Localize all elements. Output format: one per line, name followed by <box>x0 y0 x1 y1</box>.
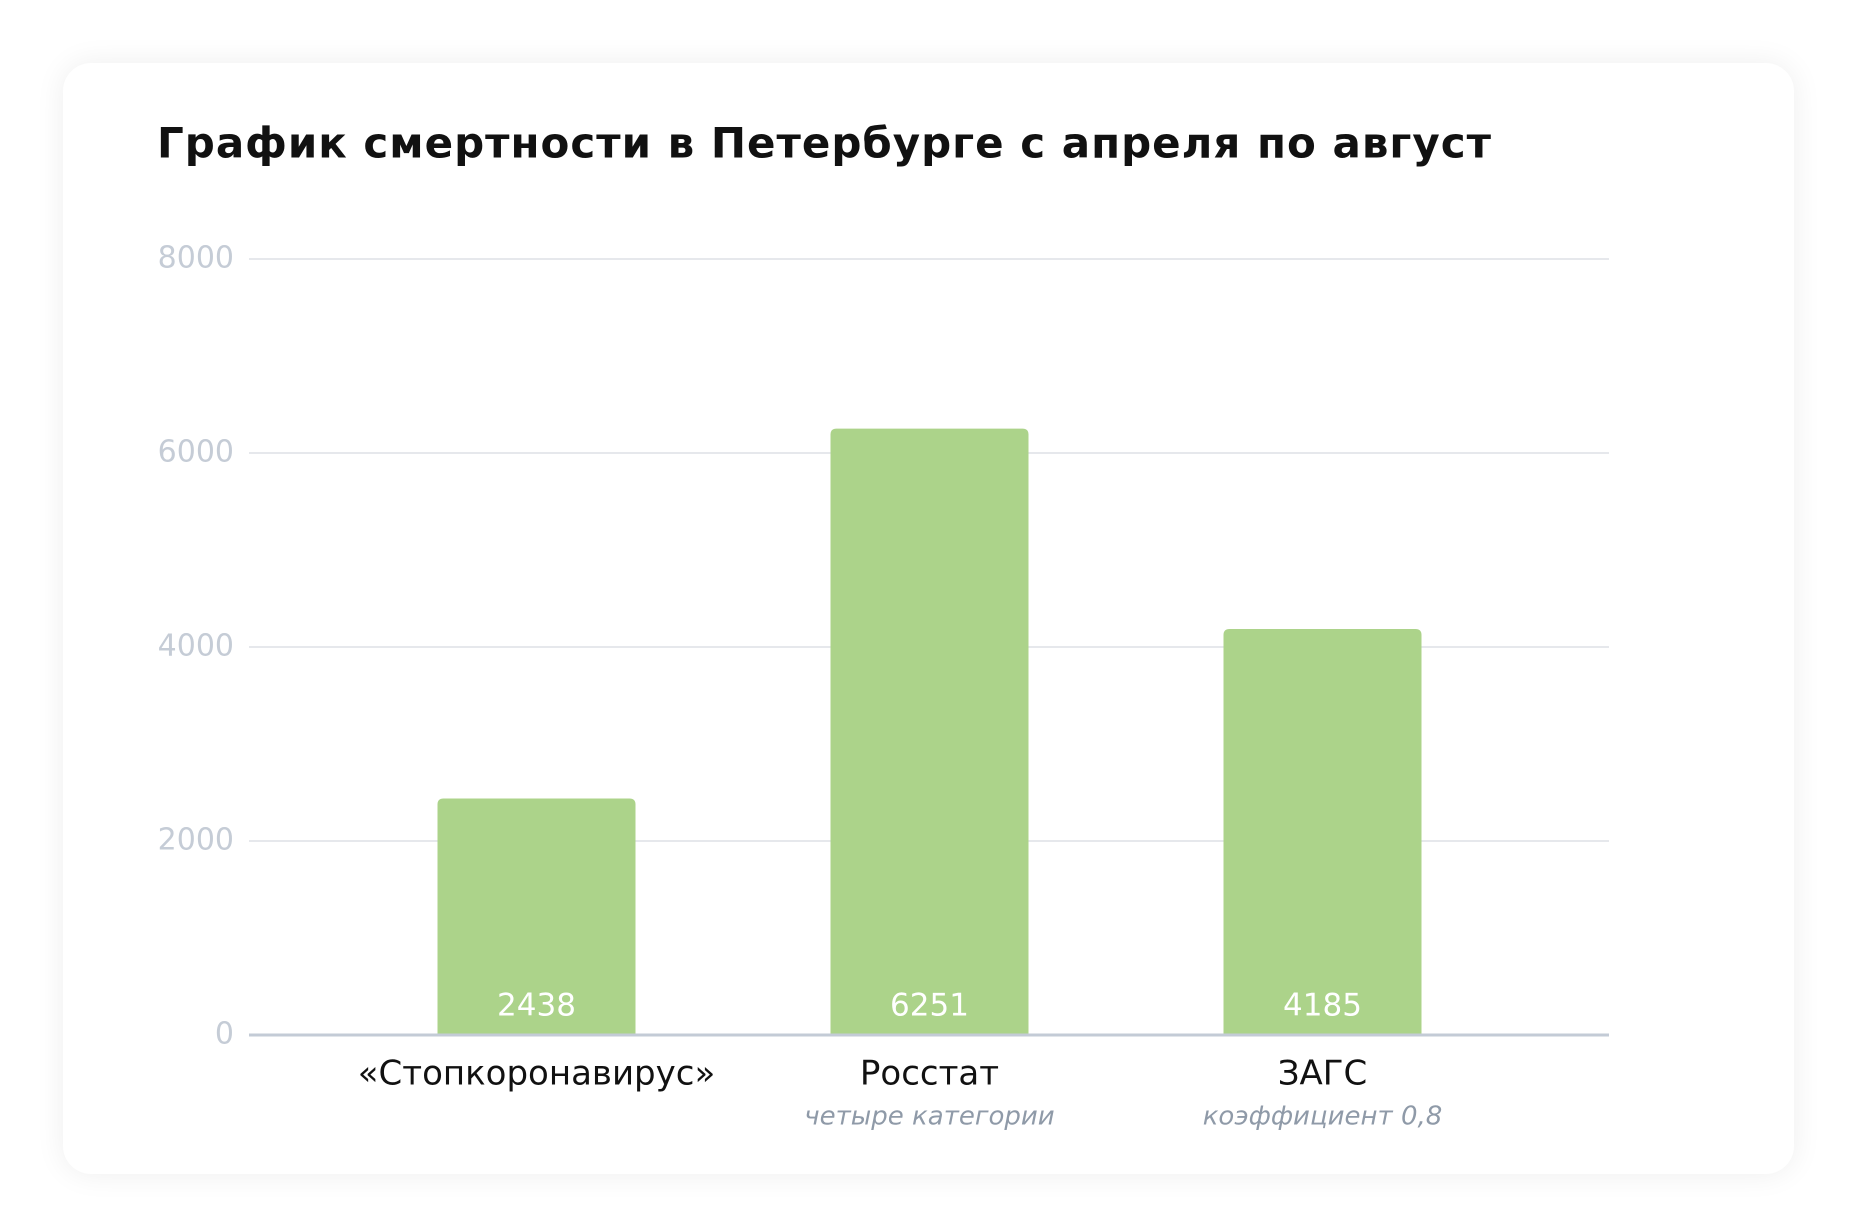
y-tick-label: 0 <box>215 1017 234 1052</box>
y-tick-label: 2000 <box>158 823 234 858</box>
x-tick-label: ЗАГС <box>1278 1054 1368 1094</box>
value-label: 6251 <box>890 988 969 1024</box>
category-note: коэффициент 0,8 <box>1203 1102 1443 1132</box>
x-tick-label: «Стопкоронавирус» <box>358 1054 716 1094</box>
value-label: 4185 <box>1283 988 1362 1024</box>
bar <box>437 798 636 1035</box>
x-tick-label: Росстат <box>860 1054 999 1094</box>
chart-title: График смертности в Петербурге с апреля … <box>157 119 1492 168</box>
y-tick-label: 4000 <box>158 629 234 664</box>
category-note: четыре категории <box>804 1102 1054 1132</box>
value-label: 2438 <box>497 988 576 1024</box>
bar <box>1223 629 1422 1035</box>
y-tick-label: 8000 <box>158 241 234 276</box>
bar <box>830 428 1029 1035</box>
y-tick-label: 6000 <box>158 435 234 470</box>
